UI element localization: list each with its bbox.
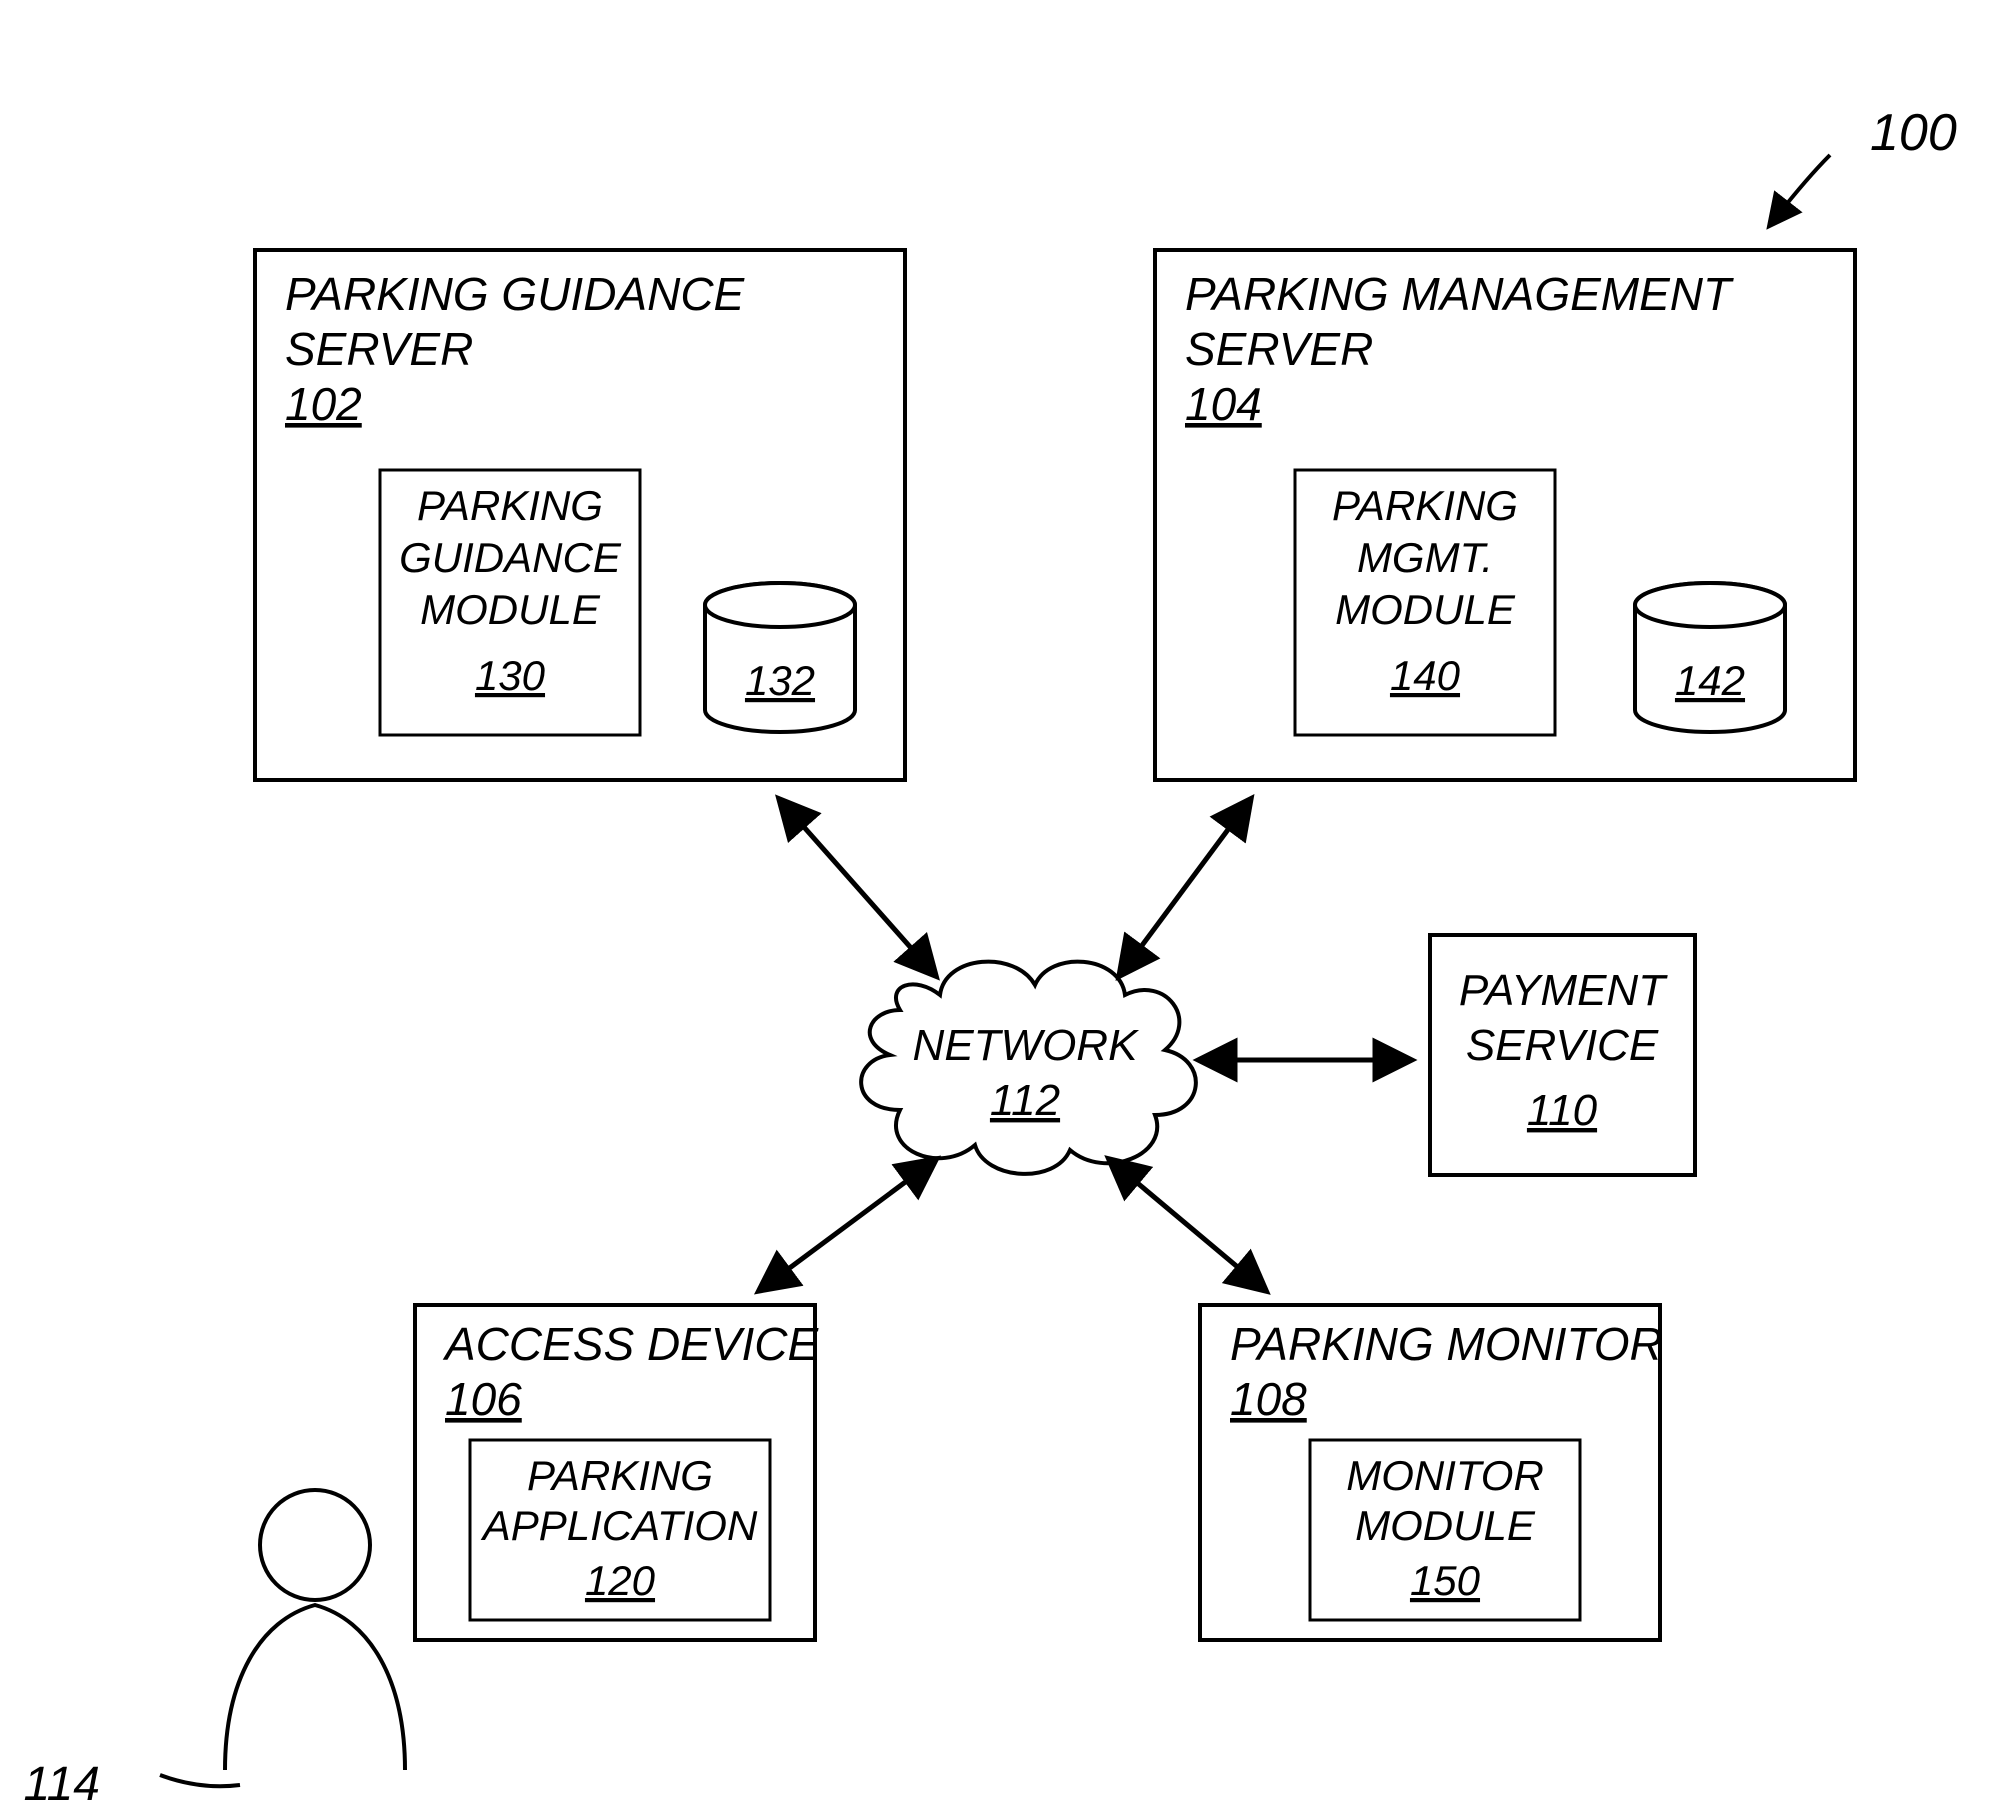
payment-ref: 110 (1527, 1086, 1598, 1135)
mgmt-server-title1: PARKING MANAGEMENT (1185, 268, 1734, 320)
edge-guidance-network (780, 800, 935, 975)
guidance-db-icon: 132 (705, 583, 855, 732)
guidance-module-ref: 130 (475, 652, 546, 699)
parking-app-line1: PARKING (527, 1452, 713, 1499)
user-ref: 114 (23, 1758, 100, 1811)
access-device-ref: 106 (445, 1373, 522, 1425)
mgmt-db-icon: 142 (1635, 583, 1785, 732)
user-icon: 114 (23, 1490, 405, 1811)
mgmt-db-ref: 142 (1675, 657, 1745, 704)
parking-app-line2: APPLICATION (480, 1502, 758, 1549)
figure-ref-label: 100 (1870, 104, 1957, 162)
monitor-module-line2: MODULE (1355, 1502, 1536, 1549)
parking-monitor-box: PARKING MONITOR 108 MONITOR MODULE 150 (1200, 1305, 1663, 1640)
mgmt-server-ref: 104 (1185, 378, 1262, 430)
mgmt-module-line1: PARKING (1332, 482, 1518, 529)
network-cloud: NETWORK 112 (861, 962, 1196, 1174)
guidance-module-line2: GUIDANCE (399, 534, 622, 581)
guidance-server-title2: SERVER (285, 323, 473, 375)
access-device-title: ACCESS DEVICE (442, 1318, 820, 1370)
edge-mgmt-network (1120, 800, 1250, 975)
monitor-module-ref: 150 (1410, 1557, 1481, 1604)
network-ref: 112 (990, 1076, 1060, 1125)
guidance-module-line1: PARKING (417, 482, 603, 529)
mgmt-module-line2: MGMT. (1357, 534, 1493, 581)
parking-monitor-ref: 108 (1230, 1373, 1307, 1425)
guidance-db-ref: 132 (745, 657, 815, 704)
mgmt-module-ref: 140 (1390, 652, 1461, 699)
access-device-box: ACCESS DEVICE 106 PARKING APPLICATION 12… (415, 1305, 820, 1640)
payment-line2: SERVICE (1466, 1021, 1659, 1070)
guidance-server-title1: PARKING GUIDANCE (285, 268, 746, 320)
parking-app-ref: 120 (585, 1557, 656, 1604)
edge-network-access (760, 1160, 935, 1290)
figure-reference: 100 (1770, 104, 1957, 225)
payment-line1: PAYMENT (1459, 966, 1668, 1015)
parking-guidance-server-box: PARKING GUIDANCE SERVER 102 PARKING GUID… (255, 250, 905, 780)
edge-network-monitor (1110, 1160, 1265, 1290)
parking-monitor-title: PARKING MONITOR (1230, 1318, 1663, 1370)
guidance-module-line3: MODULE (420, 586, 601, 633)
guidance-server-ref: 102 (285, 378, 362, 430)
monitor-module-line1: MONITOR (1346, 1452, 1544, 1499)
mgmt-module-line3: MODULE (1335, 586, 1516, 633)
network-label: NETWORK (913, 1021, 1140, 1070)
payment-service-box: PAYMENT SERVICE 110 (1430, 935, 1695, 1175)
parking-mgmt-server-box: PARKING MANAGEMENT SERVER 104 PARKING MG… (1155, 250, 1855, 780)
mgmt-server-title2: SERVER (1185, 323, 1373, 375)
